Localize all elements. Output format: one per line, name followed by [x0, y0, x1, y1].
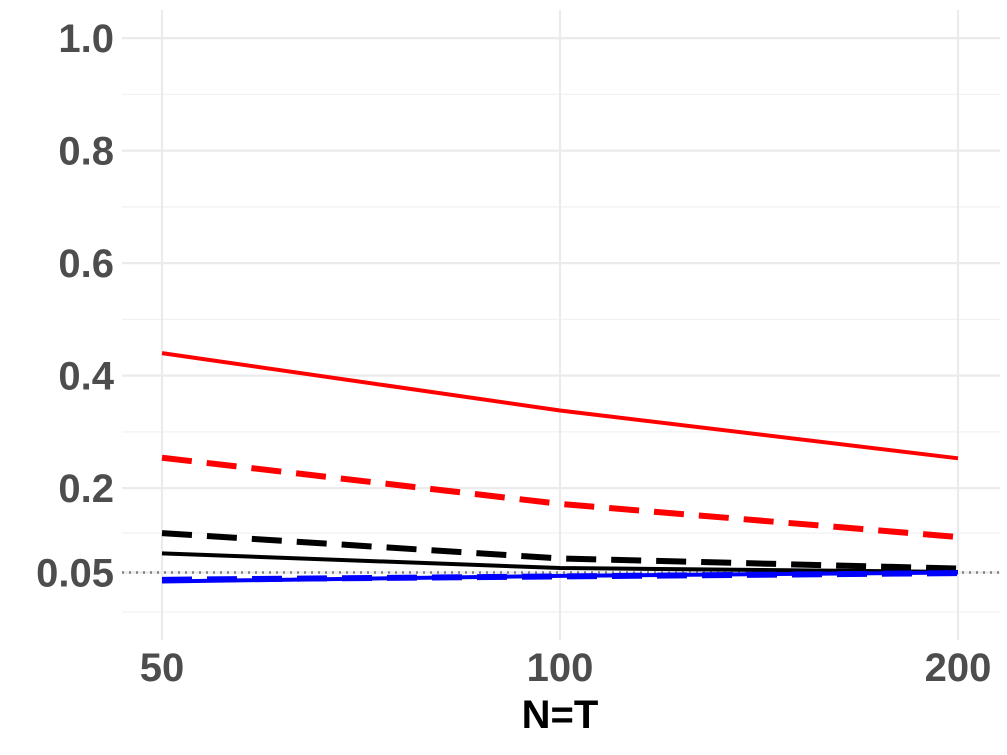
y-tick-label: 0.2 [58, 467, 114, 511]
grid [122, 10, 1000, 640]
series-layer [161, 351, 959, 584]
y-tick-label: 0.8 [58, 130, 114, 174]
series-line-4 [161, 551, 959, 574]
y-tick-label: 0.6 [58, 242, 114, 286]
x-tick-label: 200 [925, 646, 992, 690]
x-tick-label: 50 [140, 646, 185, 690]
tick-labels: 0.05 0.2 0.4 0.6 0.8 1.0 50 100 200 [36, 17, 991, 690]
y-tick-label: 0.4 [58, 355, 114, 399]
y-tick-label: 1.0 [58, 17, 114, 61]
x-tick-label: 100 [527, 646, 594, 690]
x-axis-title: N=T [522, 693, 599, 737]
series-line-1 [161, 351, 959, 461]
series-line-6 [161, 570, 959, 584]
y-tick-label: 0.05 [36, 552, 114, 596]
